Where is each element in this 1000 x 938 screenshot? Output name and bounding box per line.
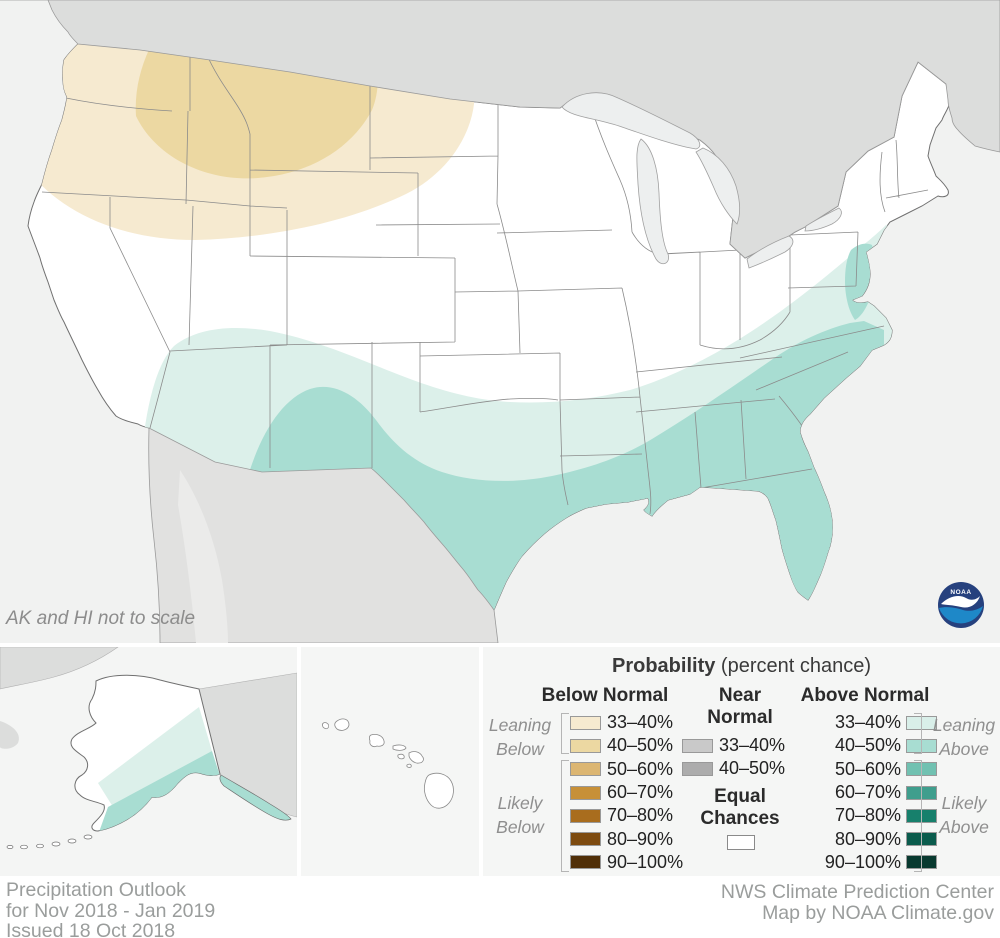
mexico-landmass (148, 427, 499, 644)
island-lanai (397, 753, 405, 760)
island-hawaii (423, 772, 454, 809)
island-niihau (322, 722, 330, 730)
hawaii-inset-svg (301, 647, 479, 876)
alaska-above-33-40-band (98, 707, 212, 815)
island-kahoolawe (406, 763, 412, 768)
noaa-logo: NOAA (938, 582, 984, 628)
legend-title: Probability (percent chance) (483, 655, 1000, 678)
leaning-below-bracket (561, 713, 569, 754)
legend-range-label: 80–90% (607, 828, 674, 849)
footer-line: Map by NOAA Climate.gov (762, 901, 994, 924)
likely-above-bracket (914, 760, 922, 872)
legend-range-label: 90–100% (824, 851, 901, 872)
legend-range-label: 40–50% (834, 735, 901, 756)
alaska-inset-panel (0, 646, 298, 876)
legend-row: 33–40% (570, 711, 683, 734)
alaska-inset-svg (0, 646, 298, 876)
legend-range-label: 33–40% (719, 735, 786, 756)
legend-panel: Probability (percent chance) Below Norma… (483, 647, 1000, 876)
legend-swatch (570, 855, 601, 870)
legend-range-label: 33–40% (834, 712, 901, 733)
near-normal-rows: 33–40% 40–50% (682, 734, 785, 781)
legend-range-label: 70–80% (834, 805, 901, 826)
likely-below-bracket (561, 760, 569, 872)
legend-swatch (570, 738, 601, 753)
noaa-logo-ocean (939, 606, 983, 624)
legend-row: 40–50% (570, 734, 683, 757)
legend-range-label: 90–100% (607, 851, 684, 872)
near-normal-header: Near Normal (707, 685, 773, 728)
island-maui (408, 751, 424, 764)
hawaiian-islands (322, 718, 454, 809)
leaning-above-label: Leaning Above (932, 715, 996, 759)
legend-range-label: 70–80% (607, 805, 674, 826)
legend-row: 50–60% (570, 758, 683, 781)
likely-above-label: Likely Above (939, 793, 989, 837)
legend-range-label: 40–50% (719, 758, 786, 779)
legend-row: 60–70% (570, 781, 683, 804)
island-kauai (334, 718, 350, 731)
island-molokai (392, 744, 407, 751)
footer-line: NWS Climate Prediction Center (720, 881, 994, 903)
legend-swatch (570, 715, 601, 730)
legend-range-label: 60–70% (607, 782, 674, 803)
leaning-above-bracket (914, 713, 922, 754)
legend-range-label: 40–50% (607, 735, 674, 756)
legend-range-label: 50–60% (607, 758, 674, 779)
hawaii-inset-panel (301, 647, 479, 876)
likely-below-label: Likely Below (496, 793, 544, 837)
legend-range-label: 60–70% (834, 782, 901, 803)
above-normal-header: Above Normal (800, 685, 930, 706)
russia-landmass (0, 646, 119, 690)
alaska-panhandle (219, 774, 292, 821)
lake-ontario (804, 207, 842, 232)
noaa-logo-text: NOAA (950, 589, 971, 596)
legend-swatch (570, 785, 601, 800)
lake-michigan (636, 138, 669, 265)
legend-row: 40–50% (682, 757, 785, 780)
legend-row: 80–90% (570, 827, 683, 850)
island-oahu (368, 733, 385, 748)
footer-line: for Nov 2018 - Jan 2019 (6, 899, 216, 922)
hawaii-ocean-background (301, 647, 479, 876)
lake-erie (746, 235, 794, 269)
equal-chances-swatch (727, 835, 755, 850)
mexico-terrain-highlight (178, 470, 228, 643)
below-normal-rows: 33–40% 40–50% 50–60% 60–70% 70–80% 80–90… (570, 711, 683, 874)
footer-outlook-info: Precipitation Outlook for Nov 2018 - Jan… (6, 880, 215, 938)
legend-range-label: 33–40% (607, 712, 674, 733)
conus-map: AK and HI not to scale NOAA (0, 0, 1000, 644)
legend-title-suffix: (percent chance) (715, 655, 871, 677)
conus-map-svg (0, 0, 1000, 644)
footer-line: Issued 18 Oct 2018 (6, 920, 176, 938)
below-normal-header: Below Normal (541, 685, 669, 706)
legend-range-label: 80–90% (834, 828, 901, 849)
legend-range-label: 50–60% (834, 758, 901, 779)
equal-chances-label: Equal Chances (700, 786, 780, 829)
aleutian-islands (6, 834, 93, 850)
lake-superior (561, 92, 701, 150)
footer-line: Precipitation Outlook (6, 879, 186, 901)
legend-swatch (570, 808, 601, 823)
russia-landmass-2 (0, 721, 19, 749)
legend-swatch (682, 761, 713, 776)
noaa-logo-gull-icon (941, 596, 980, 608)
legend-swatch (570, 762, 601, 777)
state-borders (41, 52, 929, 515)
above-normal-rows: 33–40% 40–50% 50–60% 60–70% 70–80% 80–90… (813, 711, 937, 874)
legend-swatch (682, 738, 713, 753)
legend-row: 33–40% (682, 734, 785, 757)
great-lakes (561, 92, 842, 269)
legend-swatch (570, 832, 601, 847)
scale-note: AK and HI not to scale (6, 608, 196, 629)
lake-huron (695, 147, 740, 225)
leaning-below-label: Leaning Below (488, 715, 552, 759)
legend-row: 90–100% (570, 851, 683, 874)
legend-row: 70–80% (570, 804, 683, 827)
footer-attribution: NWS Climate Prediction Center Map by NOA… (721, 882, 994, 923)
legend-title-main: Probability (612, 655, 716, 677)
